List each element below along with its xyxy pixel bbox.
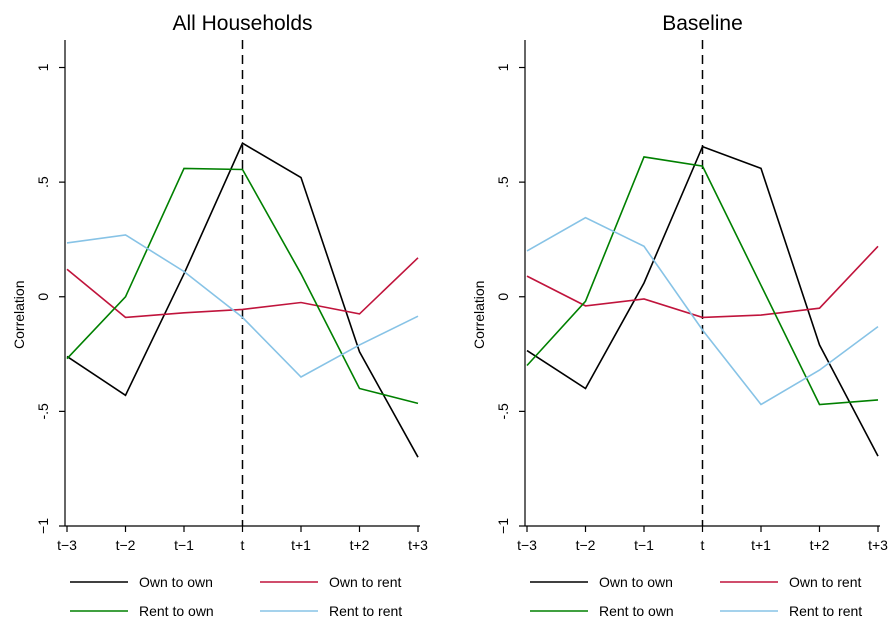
y-tick-label: .5 (35, 176, 51, 188)
legend-label-rent-to-own: Rent to own (139, 603, 214, 619)
chart-title: All Households (172, 12, 312, 35)
x-tick-label: t+2 (810, 537, 830, 553)
legend-label-rent-to-own: Rent to own (599, 603, 674, 619)
y-tick-label: −1 (495, 518, 511, 534)
x-tick-label: t+3 (408, 537, 428, 553)
x-tick-label: t−1 (174, 537, 194, 553)
y-axis-label: Correlation (471, 281, 487, 349)
legend-label-own-to-own: Own to own (139, 574, 213, 590)
legend: Own to own Own to rent Rent to own Rent to … (70, 574, 402, 619)
series-line-rent-to-rent (526, 216, 879, 406)
y-tick-label: 1 (495, 63, 511, 71)
legend-label-own-to-rent: Own to rent (329, 574, 401, 590)
y-tick-label: -.5 (495, 403, 511, 420)
y-tick-label: −1 (35, 518, 51, 534)
series-line-rent-to-own (66, 167, 419, 405)
x-tick-label: t−3 (57, 537, 77, 553)
y-axis-label: Correlation (11, 281, 27, 349)
x-tick-label: t−2 (576, 537, 596, 553)
series-line-own-to-own (66, 142, 419, 458)
series-line-rent-to-own (526, 156, 879, 406)
series-line-own-to-own (526, 145, 879, 457)
chart-panel-1: All Households −1 -.5 0 .5 1 Correlation t−3 t−2… (11, 12, 428, 619)
series-line-own-to-rent (66, 257, 419, 319)
legend-label-rent-to-rent: Rent to rent (329, 603, 402, 619)
x-tick-label: t+3 (868, 537, 888, 553)
y-tick-label: 0 (35, 293, 51, 301)
x-tick-label: t+1 (751, 537, 771, 553)
y-tick-label: .5 (495, 176, 511, 188)
chart-title: Baseline (662, 12, 743, 35)
x-tick-label: t (241, 537, 245, 553)
x-tick-label: t−2 (116, 537, 136, 553)
legend-label-rent-to-rent: Rent to rent (789, 603, 862, 619)
x-tick-label: t+1 (291, 537, 311, 553)
y-tick-label: -.5 (35, 403, 51, 420)
x-tick-label: t−1 (634, 537, 654, 553)
x-tick-label: t−3 (517, 537, 537, 553)
legend-label-own-to-rent: Own to rent (789, 574, 861, 590)
x-tick-label: t (701, 537, 705, 553)
y-tick-label: 1 (35, 63, 51, 71)
legend-label-own-to-own: Own to own (599, 574, 673, 590)
series-line-own-to-rent (526, 245, 879, 319)
legend: Own to own Own to rent Rent to own Rent to … (530, 574, 862, 619)
chart-panel-2: Baseline −1 -.5 0 .5 1 Correlation t−3 t−2 t−1 t t+… (471, 12, 888, 619)
y-tick-label: 0 (495, 293, 511, 301)
x-tick-label: t+2 (350, 537, 370, 553)
series-line-rent-to-rent (66, 234, 419, 378)
